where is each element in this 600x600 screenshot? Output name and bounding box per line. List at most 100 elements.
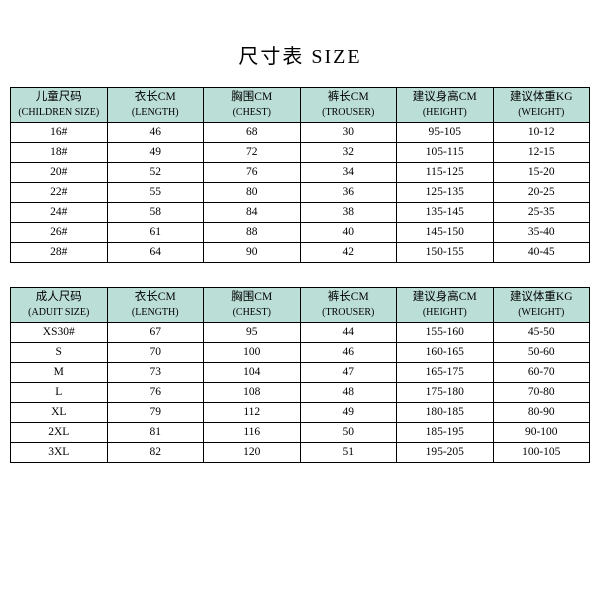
children-cell: 34 — [300, 163, 397, 183]
children-header-row: 儿童尺码(CHILDREN SIZE)衣长CM(LENGTH)胸围CM(CHES… — [11, 88, 590, 123]
header-en: (HEIGHT) — [397, 305, 493, 320]
page-title: 尺寸表 SIZE — [238, 40, 361, 69]
children-row: 18#497232105-11512-15 — [11, 143, 590, 163]
adult-cell: 49 — [300, 403, 397, 423]
adult-cell: 46 — [300, 343, 397, 363]
header-zh: 衣长CM — [108, 90, 204, 105]
adult-row: L7610848175-18070-80 — [11, 383, 590, 403]
children-cell: 145-150 — [397, 223, 494, 243]
children-cell: 26# — [11, 223, 108, 243]
children-cell: 135-145 — [397, 203, 494, 223]
adult-cell: 195-205 — [397, 443, 494, 463]
adult-cell: 112 — [204, 403, 301, 423]
adult-cell: 95 — [204, 323, 301, 343]
adult-cell: 175-180 — [397, 383, 494, 403]
header-zh: 胸围CM — [204, 90, 300, 105]
children-cell: 76 — [204, 163, 301, 183]
adult-cell: 108 — [204, 383, 301, 403]
children-cell: 80 — [204, 183, 301, 203]
adult-cell: 80-90 — [493, 403, 590, 423]
header-en: (ADUIT SIZE) — [11, 305, 107, 320]
children-cell: 42 — [300, 243, 397, 263]
adult-cell: 70 — [107, 343, 204, 363]
children-cell: 22# — [11, 183, 108, 203]
adult-cell: 116 — [204, 423, 301, 443]
header-en: (WEIGHT) — [494, 305, 590, 320]
children-cell: 28# — [11, 243, 108, 263]
children-cell: 61 — [107, 223, 204, 243]
children-cell: 125-135 — [397, 183, 494, 203]
children-cell: 36 — [300, 183, 397, 203]
children-cell: 40-45 — [493, 243, 590, 263]
adult-cell: XS30# — [11, 323, 108, 343]
adult-row: XS30#679544155-16045-50 — [11, 323, 590, 343]
children-cell: 88 — [204, 223, 301, 243]
children-cell: 38 — [300, 203, 397, 223]
adult-cell: 165-175 — [397, 363, 494, 383]
children-cell: 68 — [204, 123, 301, 143]
header-en: (HEIGHT) — [397, 105, 493, 120]
adult-cell: 3XL — [11, 443, 108, 463]
adult-cell: 67 — [107, 323, 204, 343]
children-cell: 46 — [107, 123, 204, 143]
children-header-4: 建议身高CM(HEIGHT) — [397, 88, 494, 123]
children-cell: 40 — [300, 223, 397, 243]
adult-cell: 60-70 — [493, 363, 590, 383]
children-cell: 35-40 — [493, 223, 590, 243]
children-cell: 18# — [11, 143, 108, 163]
children-header-5: 建议体重KG(WEIGHT) — [493, 88, 590, 123]
children-header-3: 裤长CM(TROUSER) — [300, 88, 397, 123]
header-en: (TROUSER) — [301, 105, 397, 120]
adult-cell: XL — [11, 403, 108, 423]
adult-cell: 47 — [300, 363, 397, 383]
children-header-2: 胸围CM(CHEST) — [204, 88, 301, 123]
header-zh: 建议身高CM — [397, 90, 493, 105]
header-zh: 胸围CM — [204, 290, 300, 305]
adult-row: XL7911249180-18580-90 — [11, 403, 590, 423]
adult-cell: 44 — [300, 323, 397, 343]
children-row: 20#527634115-12515-20 — [11, 163, 590, 183]
adult-header-4: 建议身高CM(HEIGHT) — [397, 288, 494, 323]
adult-cell: 160-165 — [397, 343, 494, 363]
adult-header-2: 胸围CM(CHEST) — [204, 288, 301, 323]
header-en: (CHEST) — [204, 305, 300, 320]
header-zh: 儿童尺码 — [11, 90, 107, 105]
header-zh: 裤长CM — [301, 90, 397, 105]
adult-header-1: 衣长CM(LENGTH) — [107, 288, 204, 323]
children-cell: 84 — [204, 203, 301, 223]
children-cell: 16# — [11, 123, 108, 143]
header-zh: 建议体重KG — [494, 290, 590, 305]
header-zh: 建议身高CM — [397, 290, 493, 305]
gap-cell — [11, 263, 590, 288]
adult-cell: 100 — [204, 343, 301, 363]
children-cell: 58 — [107, 203, 204, 223]
adult-cell: 50-60 — [493, 343, 590, 363]
adult-cell: 180-185 — [397, 403, 494, 423]
adult-cell: 100-105 — [493, 443, 590, 463]
children-cell: 150-155 — [397, 243, 494, 263]
children-cell: 95-105 — [397, 123, 494, 143]
children-row: 26#618840145-15035-40 — [11, 223, 590, 243]
adult-cell: 90-100 — [493, 423, 590, 443]
adult-cell: 51 — [300, 443, 397, 463]
header-zh: 成人尺码 — [11, 290, 107, 305]
header-en: (CHEST) — [204, 105, 300, 120]
children-header-1: 衣长CM(LENGTH) — [107, 88, 204, 123]
adult-cell: 50 — [300, 423, 397, 443]
children-cell: 72 — [204, 143, 301, 163]
children-row: 24#588438135-14525-35 — [11, 203, 590, 223]
adult-header-0: 成人尺码(ADUIT SIZE) — [11, 288, 108, 323]
adult-header-row: 成人尺码(ADUIT SIZE)衣长CM(LENGTH)胸围CM(CHEST)裤… — [11, 288, 590, 323]
children-cell: 64 — [107, 243, 204, 263]
children-cell: 24# — [11, 203, 108, 223]
adult-cell: L — [11, 383, 108, 403]
children-cell: 15-20 — [493, 163, 590, 183]
children-cell: 12-15 — [493, 143, 590, 163]
header-en: (WEIGHT) — [494, 105, 590, 120]
header-en: (CHILDREN SIZE) — [11, 105, 107, 120]
adult-row: 3XL8212051195-205100-105 — [11, 443, 590, 463]
adult-row: 2XL8111650185-19590-100 — [11, 423, 590, 443]
adult-cell: 76 — [107, 383, 204, 403]
children-cell: 32 — [300, 143, 397, 163]
adult-cell: 82 — [107, 443, 204, 463]
